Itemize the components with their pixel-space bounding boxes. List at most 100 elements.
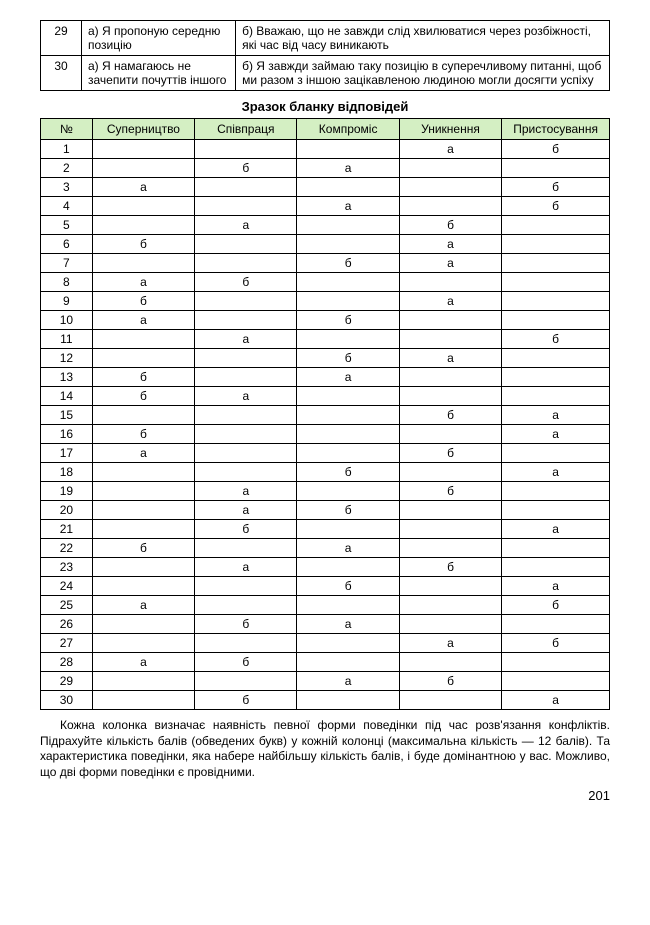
cell: [399, 615, 501, 634]
table-row: 9ба: [41, 292, 610, 311]
cell: б: [502, 140, 610, 159]
table-row: 6ба: [41, 235, 610, 254]
cell: [399, 539, 501, 558]
cell: [399, 463, 501, 482]
cell: [297, 273, 399, 292]
table-row: 30ба: [41, 691, 610, 710]
cell: а: [502, 577, 610, 596]
cell: а: [297, 539, 399, 558]
table-row: 10аб: [41, 311, 610, 330]
table-row: 27аб: [41, 634, 610, 653]
cell: [92, 254, 194, 273]
cell: [297, 216, 399, 235]
cell: а: [92, 311, 194, 330]
cell: б: [399, 406, 501, 425]
cell: б: [297, 463, 399, 482]
cell: а: [297, 368, 399, 387]
cell: [297, 558, 399, 577]
row-num: 5: [41, 216, 93, 235]
table-row: 14ба: [41, 387, 610, 406]
row-num: 19: [41, 482, 93, 501]
cell: [92, 634, 194, 653]
cell: б: [502, 330, 610, 349]
table-row: 16ба: [41, 425, 610, 444]
cell: [92, 330, 194, 349]
cell: [399, 387, 501, 406]
cell: [92, 501, 194, 520]
cell: [502, 292, 610, 311]
row-num: 4: [41, 197, 93, 216]
cell: а: [502, 463, 610, 482]
column-header: Пристосування: [502, 119, 610, 140]
table-row: 8аб: [41, 273, 610, 292]
cell: а: [92, 596, 194, 615]
cell: б: [297, 349, 399, 368]
table-row: 20аб: [41, 501, 610, 520]
cell: [297, 330, 399, 349]
page-number: 201: [40, 788, 610, 803]
table-row: 2ба: [41, 159, 610, 178]
cell: [195, 292, 297, 311]
cell: а: [399, 349, 501, 368]
cell: [297, 406, 399, 425]
cell: а: [92, 444, 194, 463]
cell: [92, 520, 194, 539]
cell: а: [297, 672, 399, 691]
row-num: 2: [41, 159, 93, 178]
table-row: 25аб: [41, 596, 610, 615]
cell: [195, 444, 297, 463]
cell: б: [297, 501, 399, 520]
cell: [92, 672, 194, 691]
cell: [399, 691, 501, 710]
cell: б: [399, 672, 501, 691]
cell: б: [399, 558, 501, 577]
cell: а: [92, 653, 194, 672]
cell: [502, 159, 610, 178]
table-row: 23аб: [41, 558, 610, 577]
cell: а: [195, 558, 297, 577]
cell: [195, 140, 297, 159]
row-num: 6: [41, 235, 93, 254]
table-row: 11аб: [41, 330, 610, 349]
column-header: Суперництво: [92, 119, 194, 140]
table-row: 26ба: [41, 615, 610, 634]
row-num: 28: [41, 653, 93, 672]
cell: [297, 140, 399, 159]
cell: а: [195, 387, 297, 406]
question-num: 29: [41, 21, 82, 56]
cell: а: [195, 501, 297, 520]
cell: [92, 482, 194, 501]
cell: [399, 178, 501, 197]
cell: а: [92, 273, 194, 292]
column-header: Уникнення: [399, 119, 501, 140]
subtitle: Зразок бланку відповідей: [40, 99, 610, 114]
cell: [92, 406, 194, 425]
cell: [399, 501, 501, 520]
cell: [195, 197, 297, 216]
cell: [195, 406, 297, 425]
cell: б: [92, 292, 194, 311]
question-b: б) Я завжди займаю таку позицію в супере…: [236, 56, 610, 91]
cell: а: [399, 254, 501, 273]
cell: [399, 368, 501, 387]
cell: [195, 425, 297, 444]
cell: [502, 254, 610, 273]
cell: б: [502, 197, 610, 216]
cell: [502, 653, 610, 672]
cell: [297, 292, 399, 311]
cell: а: [92, 178, 194, 197]
cell: [195, 178, 297, 197]
cell: б: [195, 653, 297, 672]
cell: а: [195, 330, 297, 349]
cell: [297, 178, 399, 197]
row-num: 25: [41, 596, 93, 615]
cell: а: [399, 292, 501, 311]
row-num: 30: [41, 691, 93, 710]
cell: [297, 653, 399, 672]
cell: [195, 634, 297, 653]
table-row: 12ба: [41, 349, 610, 368]
cell: б: [502, 178, 610, 197]
cell: [502, 539, 610, 558]
cell: [502, 482, 610, 501]
cell: [399, 425, 501, 444]
